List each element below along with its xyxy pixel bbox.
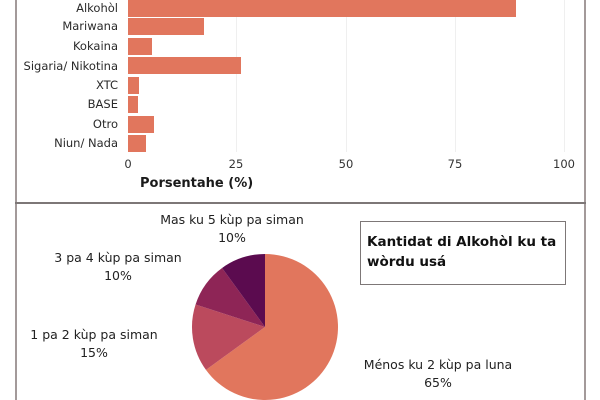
pie-slice-0 — [205, 254, 338, 400]
category-label: Otro — [92, 117, 118, 131]
x-tick: 75 — [447, 157, 463, 171]
gridline-50 — [346, 0, 347, 152]
pie-label-mas-ku-5: Mas ku 5 kùp pa siman 10% — [160, 211, 304, 247]
slice-percent: 15% — [80, 345, 108, 360]
x-tick: 0 — [124, 157, 132, 171]
bar-kokaina — [128, 38, 152, 55]
slice-percent: 10% — [218, 230, 246, 245]
pie-title-box: Kantidat di Alkohòl ku ta wòrdu usá — [360, 221, 566, 285]
pie-slices — [192, 254, 338, 400]
pie-slice-3 — [222, 254, 265, 327]
bar-alkohol — [128, 0, 517, 17]
x-tick: 50 — [338, 157, 354, 171]
slice-percent: 65% — [424, 375, 452, 390]
bar-base — [128, 96, 139, 113]
slice-percent: 10% — [104, 268, 132, 283]
x-tick: 100 — [553, 157, 575, 171]
bar-mariwana — [128, 18, 205, 35]
slice-label: 1 pa 2 kùp pa siman — [30, 327, 158, 342]
pie-label-3-pa-4: 3 pa 4 kùp pa siman 10% — [54, 249, 181, 285]
gridline-25 — [236, 0, 237, 152]
category-label: XTC — [95, 78, 118, 92]
pie-label-1-pa-2: 1 pa 2 kùp pa siman 15% — [30, 326, 157, 362]
slice-label: Mas ku 5 kùp pa siman — [160, 212, 304, 227]
bar-niun-nada — [128, 135, 147, 152]
pie-slice-1 — [192, 304, 265, 370]
x-axis-label: Porsentahe (%) — [140, 176, 254, 191]
left-frame-border — [15, 0, 17, 400]
bar-sigaria-nikotina — [128, 57, 242, 74]
bar-otro — [128, 116, 155, 133]
category-label: Mariwana — [62, 19, 118, 33]
gridline-75 — [455, 0, 456, 152]
x-tick: 25 — [228, 157, 244, 171]
section-divider — [15, 202, 586, 204]
slice-label: 3 pa 4 kùp pa siman — [54, 250, 182, 265]
gridline-100 — [564, 0, 565, 152]
category-label: BASE — [87, 97, 118, 111]
category-label: Alkohòl — [76, 1, 118, 15]
pie-slice-2 — [195, 267, 265, 327]
pie-title: Kantidat di Alkohòl ku ta wòrdu usá — [367, 234, 557, 270]
category-label: Kokaina — [72, 39, 118, 53]
category-label: Niun/ Nada — [54, 136, 118, 150]
right-frame-border — [584, 0, 586, 400]
slice-label: Ménos ku 2 kùp pa luna — [363, 357, 513, 372]
category-label: Sigaria/ Nikotina — [23, 59, 118, 73]
pie-label-menos-ku-2: Ménos ku 2 kùp pa luna 65% — [364, 356, 512, 392]
bar-xtc — [128, 77, 139, 94]
